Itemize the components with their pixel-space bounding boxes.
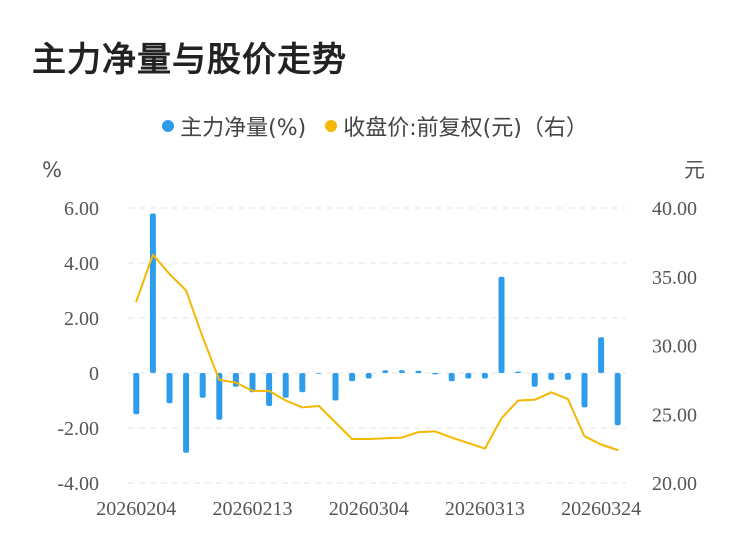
bar	[498, 276, 505, 373]
bar	[614, 373, 621, 426]
right-axis-tick-label: 40.00	[652, 198, 697, 220]
right-axis-tick-label: 35.00	[652, 267, 697, 289]
bar	[382, 370, 389, 373]
left-axis-label: %	[42, 158, 62, 182]
bar	[598, 337, 605, 373]
price-line	[135, 253, 619, 451]
left-axis-tick-label: 2.00	[64, 308, 99, 330]
legend-label-bar: 主力净量(%)	[180, 116, 307, 141]
right-axis-tick-label: 25.00	[652, 404, 697, 426]
legend-dot-bar	[162, 120, 175, 132]
x-axis-tick-label: 20260313	[445, 498, 525, 520]
left-axis-tick-label: -4.00	[57, 473, 99, 495]
bar	[183, 373, 190, 453]
x-axis-tick-label: 20260304	[329, 498, 409, 520]
bar	[315, 373, 322, 374]
bar	[465, 373, 472, 379]
bar	[133, 373, 140, 415]
legend-item-line[interactable]: 收盘价:前复权(元)（右）	[325, 110, 588, 142]
left-axis-tick-label: -2.00	[57, 418, 99, 440]
bar	[398, 370, 405, 373]
bar	[448, 373, 455, 382]
bar	[216, 373, 223, 420]
bar	[365, 373, 372, 379]
bar	[415, 370, 422, 373]
bar	[332, 373, 339, 401]
bar	[166, 373, 173, 404]
bar	[149, 213, 156, 373]
bar	[581, 373, 588, 408]
chart-title: 主力净量与股价走势	[32, 40, 347, 80]
bar	[548, 373, 555, 380]
left-axis-tick-label: 4.00	[64, 253, 99, 275]
bar	[282, 373, 289, 398]
bar	[481, 373, 488, 379]
bar	[515, 371, 522, 373]
bar	[564, 373, 571, 380]
left-axis-tick-label: 0	[89, 363, 99, 385]
bar	[299, 373, 306, 393]
legend: 主力净量(%) 收盘价:前复权(元)（右）	[0, 110, 750, 142]
right-axis-label: 元	[684, 158, 705, 182]
left-axis-tick-label: 6.00	[64, 198, 99, 220]
bar	[349, 373, 356, 382]
right-axis-tick-label: 20.00	[652, 473, 697, 495]
x-axis-tick-label: 20260324	[561, 498, 641, 520]
legend-label-line: 收盘价:前复权(元)（右）	[343, 116, 588, 141]
bar	[531, 373, 538, 387]
legend-item-bar[interactable]: 主力净量(%)	[162, 110, 306, 142]
x-axis-tick-label: 20260213	[213, 498, 293, 520]
bar	[266, 373, 273, 406]
x-axis-tick-label: 20260204	[96, 498, 176, 520]
bar	[249, 373, 256, 393]
legend-dot-line	[325, 120, 338, 132]
bar	[199, 373, 206, 398]
bar	[432, 373, 439, 375]
right-axis-tick-label: 30.00	[652, 336, 697, 358]
